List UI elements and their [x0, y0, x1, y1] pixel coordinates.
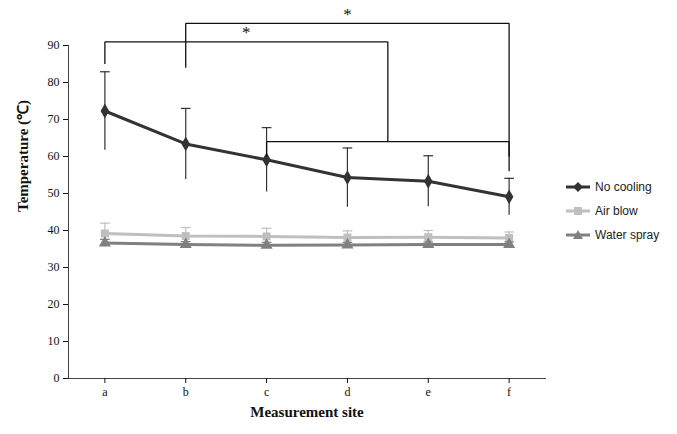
html-text:Air blow: Air blow: [595, 204, 638, 218]
svg-text:80: 80: [48, 75, 60, 89]
svg-text:70: 70: [48, 112, 60, 126]
svg-text:90: 90: [48, 38, 60, 52]
svg-text:50: 50: [48, 186, 60, 200]
html-text:Water spray: Water spray: [595, 228, 660, 242]
svg-text:10: 10: [48, 334, 60, 348]
html-text:No cooling: No cooling: [595, 180, 652, 194]
svg-text:c: c: [264, 385, 269, 399]
svg-text:40: 40: [48, 223, 60, 237]
svg-text:60: 60: [48, 149, 60, 163]
svg-text:*: *: [343, 5, 352, 24]
svg-text:*: *: [242, 23, 251, 42]
svg-text:f: f: [507, 385, 511, 399]
svg-text:30: 30: [48, 260, 60, 274]
svg-text:e: e: [426, 385, 431, 399]
svg-text:Temperature (℃): Temperature (℃): [15, 100, 32, 212]
svg-text:0: 0: [54, 371, 60, 385]
svg-text:20: 20: [48, 297, 60, 311]
svg-text:d: d: [344, 385, 350, 399]
svg-text:b: b: [183, 385, 189, 399]
svg-text:a: a: [102, 385, 108, 399]
svg-text:Measurement site: Measurement site: [250, 404, 364, 420]
